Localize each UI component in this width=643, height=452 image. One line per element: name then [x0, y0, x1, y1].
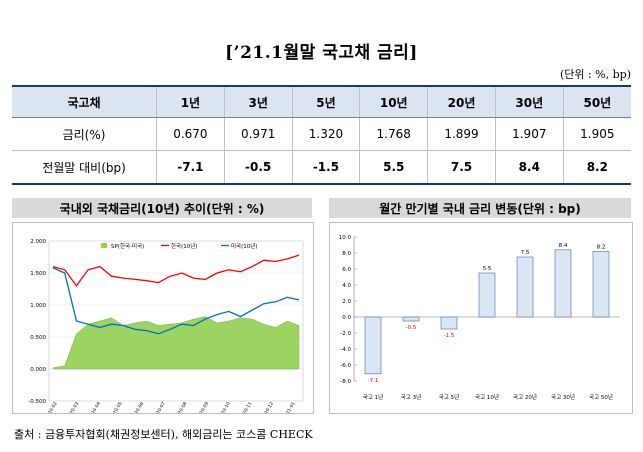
bar [364, 316, 382, 375]
y-tick-label: 0.500 [30, 335, 46, 341]
table-cell: 1.899 [427, 117, 496, 151]
page-title: [’21.1월말 국고채 금리] [225, 43, 418, 63]
table-cell: 1.905 [562, 117, 631, 151]
x-tick-label: 2020-04 [87, 401, 102, 413]
table-cell: 0.670 [156, 117, 225, 151]
x-tick-label: 2020-10 [217, 401, 232, 413]
header-cell: 50년 [562, 85, 631, 118]
y-tick-label: -0.500 [28, 399, 46, 405]
source-note: 출처 : 금융투자협회(채권정보센터), 해외금리는 코스콤 CHECK [14, 428, 313, 441]
table-cell: 8.2 [562, 150, 631, 185]
x-tick-label: 2020-06 [131, 401, 146, 413]
y-tick-label: 6.0 [342, 267, 351, 273]
table-cell: 1.907 [494, 117, 564, 151]
header-cell: 5년 [291, 85, 360, 118]
rate-change-chart: 10.0 8.0 6.0 4.0 2.0 0.0 -2.0 -4.0 -6.0 -8.0 -7.1 국… [329, 222, 633, 414]
legend-label: 미국(10년) [231, 242, 257, 250]
legend-swatch [101, 243, 107, 248]
x-tick-label: 2020-05 [109, 401, 124, 413]
table-cell: 1.320 [291, 117, 360, 151]
x-tick-label: 국고 3년 [401, 393, 421, 401]
x-tick-label: 2020-08 [174, 401, 189, 413]
table-row: 전월말 대비(bp) -7.1 -0.5 -1.5 5.5 7.5 8.4 8.… [12, 150, 631, 185]
bar [440, 316, 458, 330]
y-tick-label: -8.0 [340, 379, 351, 385]
x-tick-label: 2020-02 [44, 401, 59, 413]
row-label: 금리(%) [12, 117, 157, 151]
data-label: -7.1 [368, 378, 379, 384]
y-tick-label: 4.0 [342, 283, 351, 289]
legend-label: 한국(10년) [171, 242, 197, 250]
right-chart-title: 월간 만기별 국내 금리 변동(단위 : bp) [329, 198, 631, 218]
x-tick-label: 2020-03 [66, 401, 81, 413]
x-tick-label: 2021-01 [282, 401, 297, 413]
data-label: 8.2 [597, 244, 606, 250]
bar [592, 251, 610, 318]
header-cell: 3년 [223, 85, 293, 118]
x-tick-label: 2020-09 [196, 401, 211, 413]
table-cell: -1.5 [291, 150, 360, 185]
x-tick-label: 2020-12 [260, 401, 275, 413]
y-tick-label: 0.0 [342, 315, 351, 321]
table-cell: 5.5 [359, 150, 428, 185]
unit-note: (단위 : %, bp) [559, 68, 631, 81]
table-cell: 8.4 [494, 150, 564, 185]
table-cell: 1.768 [359, 117, 428, 151]
header-cell: 30년 [494, 85, 564, 118]
plot-area [48, 240, 304, 402]
y-tick-label: 8.0 [342, 251, 351, 257]
bar [516, 256, 534, 318]
x-tick-label: 2020-11 [239, 401, 254, 413]
header-cell: 20년 [427, 85, 496, 118]
x-tick-label: 국고 50년 [589, 393, 613, 401]
y-tick-label: 0.000 [30, 367, 46, 373]
bar [402, 316, 420, 322]
data-label: 5.5 [483, 266, 492, 272]
bar [554, 249, 572, 318]
y-tick-label: 10.0 [339, 235, 352, 241]
legend-label: SP(한국-미국) [111, 242, 144, 250]
table-header-row: 국고채 1년 3년 5년 10년 20년 30년 50년 [12, 85, 631, 118]
x-tick-label: 국고 10년 [475, 393, 499, 401]
data-label: 7.5 [521, 250, 530, 256]
bar-chart-svg: 10.0 8.0 6.0 4.0 2.0 0.0 -2.0 -4.0 -6.0 -8.0 -7.1 국… [339, 235, 620, 401]
y-tick-label: 2.0 [342, 299, 351, 305]
y-tick-label: -4.0 [340, 347, 351, 353]
data-label: -0.5 [406, 325, 417, 331]
y-tick-label: 1.500 [30, 271, 46, 277]
header-cell: 10년 [359, 85, 428, 118]
table-cell: -0.5 [223, 150, 293, 185]
table-cell: 0.971 [223, 117, 293, 151]
bar [478, 272, 496, 318]
y-tick-label: 1.000 [30, 303, 46, 309]
series-line-us [52, 267, 300, 335]
table-cell: -7.1 [156, 150, 225, 185]
x-tick-label: 국고 30년 [551, 393, 575, 401]
y-tick-label: -6.0 [340, 363, 351, 369]
series-line-korea [52, 254, 300, 287]
y-tick-label: -2.0 [340, 331, 351, 337]
row-label: 전월말 대비(bp) [12, 150, 157, 185]
table-row: 금리(%) 0.670 0.971 1.320 1.768 1.899 1.90… [12, 117, 631, 151]
x-tick-label: 2020-07 [152, 401, 167, 413]
header-cell: 국고채 [12, 85, 157, 118]
rates-trend-chart: 2.000 1.500 1.000 0.500 0.000 -0.500 2020-02 20… [12, 222, 314, 420]
data-label: -1.5 [444, 333, 455, 339]
header-cell: 1년 [156, 85, 225, 118]
y-tick-label: 2.000 [30, 239, 46, 245]
x-tick-label: 국고 20년 [513, 393, 537, 401]
x-tick-label: 국고 1년 [363, 393, 383, 401]
data-label: 8.4 [559, 243, 568, 249]
rates-table: 국고채 1년 3년 5년 10년 20년 30년 50년 금리(%) 0.670… [12, 85, 631, 185]
x-tick-label: 국고 5년 [439, 393, 459, 401]
left-chart-title: 국내외 국채금리(10년) 추이(단위 : %) [12, 198, 312, 218]
table-cell: 7.5 [427, 150, 496, 185]
